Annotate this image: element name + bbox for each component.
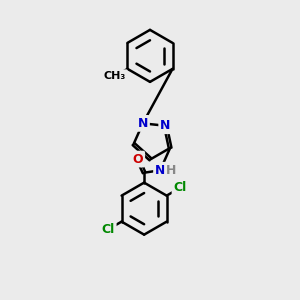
Text: N: N <box>138 117 148 130</box>
Text: CH₃: CH₃ <box>104 71 126 81</box>
Text: Cl: Cl <box>173 181 187 194</box>
Text: N: N <box>160 119 171 132</box>
Text: O: O <box>133 153 143 166</box>
Text: N: N <box>155 164 165 177</box>
Text: H: H <box>166 164 177 177</box>
Text: Cl: Cl <box>101 223 115 236</box>
